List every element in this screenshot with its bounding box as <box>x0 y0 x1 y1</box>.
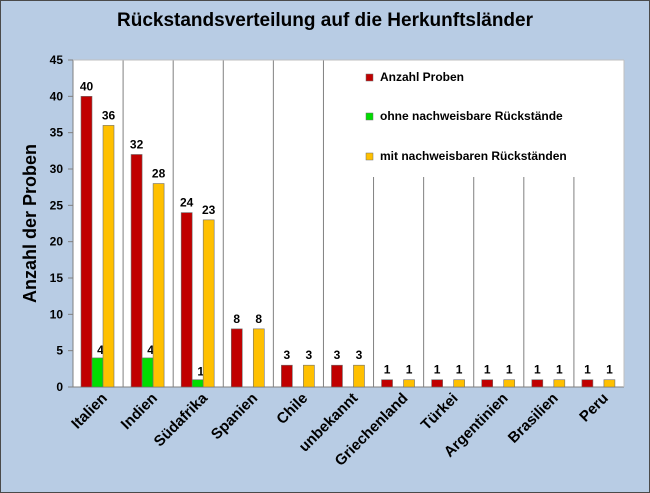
data-label: 40 <box>80 79 94 93</box>
bar-1 <box>431 379 443 388</box>
bar-3 <box>503 379 516 388</box>
data-label: 32 <box>130 137 144 151</box>
data-label: 28 <box>152 167 166 181</box>
x-tick-label: Chile <box>273 390 311 428</box>
bar-1 <box>80 96 93 388</box>
data-label: 1 <box>456 363 463 377</box>
data-label: 1 <box>434 363 441 377</box>
bar-3 <box>603 379 616 388</box>
bar-1 <box>281 364 293 388</box>
legend-label: mit nachweisbaren Rückständen <box>380 149 567 163</box>
data-label: 1 <box>506 363 513 377</box>
x-tick-label: Südafrika <box>151 389 212 450</box>
x-tick-label: Italien <box>68 390 111 433</box>
data-label: 36 <box>102 108 116 122</box>
data-label: 1 <box>197 365 204 379</box>
y-axis-label: Anzahl der Proben <box>20 144 40 303</box>
bar-2 <box>191 379 204 388</box>
plot-area <box>73 60 624 387</box>
bar-3 <box>403 379 415 388</box>
data-label: 24 <box>180 196 194 210</box>
x-tick-label: Indien <box>118 390 161 433</box>
bar-3 <box>553 379 566 388</box>
data-label: 4 <box>147 343 154 357</box>
bar-1 <box>331 364 343 388</box>
legend-swatch <box>365 112 374 121</box>
y-tick-label: 40 <box>50 89 64 103</box>
bar-3 <box>453 379 465 388</box>
data-label: 1 <box>406 363 413 377</box>
data-label: 23 <box>202 203 216 217</box>
data-label: 3 <box>334 348 341 362</box>
x-tick-label: Spanien <box>208 390 261 443</box>
data-label: 1 <box>534 363 541 377</box>
y-tick-label: 30 <box>50 162 64 176</box>
bar-3 <box>152 183 165 388</box>
bar-3 <box>303 364 315 388</box>
data-label: 1 <box>484 363 491 377</box>
y-tick-label: 0 <box>56 380 63 394</box>
bar-1 <box>481 379 494 388</box>
data-label: 3 <box>356 348 363 362</box>
bar-1 <box>130 154 143 388</box>
x-tick-label: Peru <box>576 390 612 426</box>
y-tick-label: 35 <box>50 126 64 140</box>
y-tick-label: 45 <box>50 53 64 67</box>
data-label: 1 <box>584 363 591 377</box>
data-label: 1 <box>606 363 613 377</box>
bar-1 <box>581 379 594 388</box>
bar-2 <box>91 357 104 388</box>
bar-1 <box>531 379 544 388</box>
data-label: 8 <box>233 312 240 326</box>
y-tick-label: 15 <box>50 271 64 285</box>
x-tick-label: Brasilien <box>505 390 562 447</box>
data-label: 1 <box>556 363 563 377</box>
bar-3 <box>202 219 215 388</box>
legend-label: ohne nachweisbare Rückstände <box>380 109 563 123</box>
bar-1 <box>180 212 193 388</box>
y-tick-label: 25 <box>50 198 64 212</box>
data-label: 8 <box>255 312 262 326</box>
data-label: 3 <box>306 348 313 362</box>
bar-3 <box>353 364 365 388</box>
data-label: 4 <box>97 343 104 357</box>
legend-swatch <box>365 73 374 82</box>
legend-label: Anzahl Proben <box>380 70 464 84</box>
x-tick-label: Türkei <box>418 390 462 434</box>
y-tick-label: 5 <box>56 344 63 358</box>
bar-1 <box>230 328 243 388</box>
y-tick-label: 20 <box>50 235 64 249</box>
data-label: 3 <box>284 348 291 362</box>
data-label: 1 <box>384 363 391 377</box>
bar-1 <box>381 379 393 388</box>
bar-2 <box>141 357 154 388</box>
y-tick-label: 10 <box>50 307 64 321</box>
bar-3 <box>252 328 265 388</box>
chart-title: Rückstandsverteilung auf die Herkunftslä… <box>117 10 533 31</box>
legend-swatch <box>365 152 374 161</box>
bar-3 <box>102 125 115 388</box>
